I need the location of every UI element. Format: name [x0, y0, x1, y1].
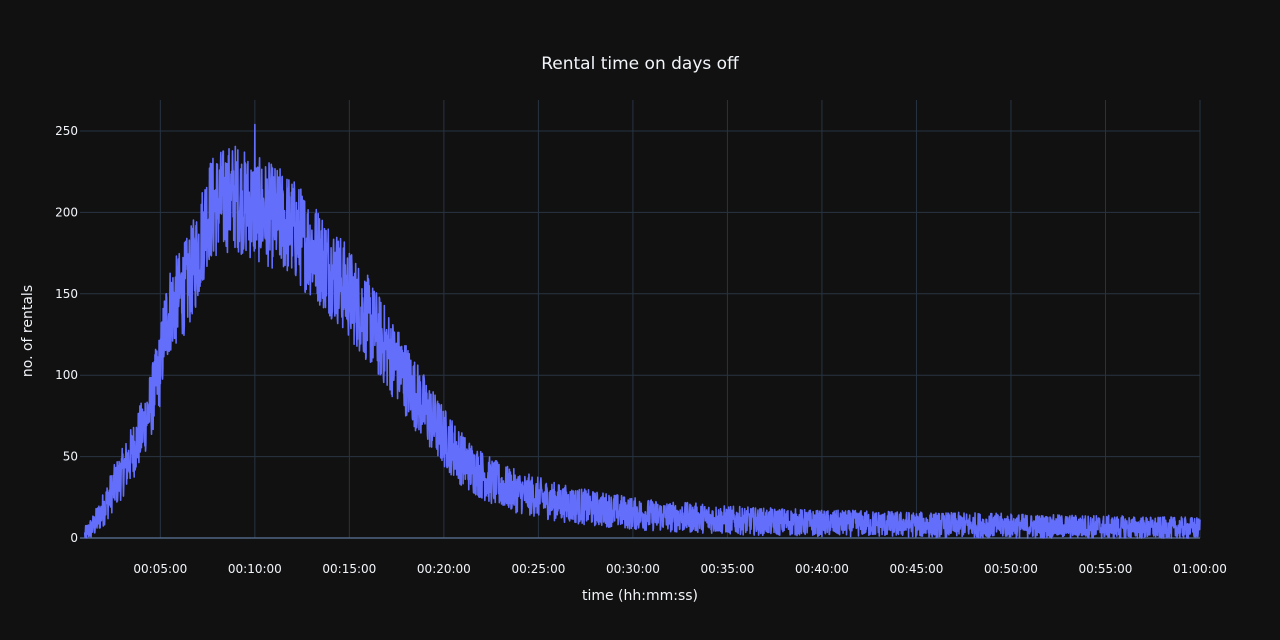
y-tick-label: 50	[63, 450, 78, 464]
x-tick-label: 00:10:00	[228, 562, 282, 576]
y-tick-label: 200	[55, 205, 78, 219]
x-tick-label: 01:00:00	[1173, 562, 1227, 576]
x-tick-label: 00:50:00	[984, 562, 1038, 576]
chart-title: Rental time on days off	[541, 54, 740, 74]
x-tick-label: 00:55:00	[1079, 562, 1133, 576]
series-line-0	[83, 123, 1201, 539]
y-axis-title: no. of rentals	[20, 285, 36, 377]
series-layer	[83, 123, 1201, 539]
x-tick-label: 00:30:00	[606, 562, 660, 576]
tick-layer: 0 50 100 150 200 250 00:05:00 00:10:00 00:15:00 0…	[55, 124, 1227, 576]
x-tick-label: 00:25:00	[511, 562, 565, 576]
y-tick-label: 150	[55, 287, 78, 301]
x-tick-label: 00:40:00	[795, 562, 849, 576]
grid-layer	[80, 100, 1201, 539]
y-tick-label: 100	[55, 368, 78, 382]
x-tick-label: 00:45:00	[890, 562, 944, 576]
y-tick-label: 250	[55, 124, 78, 138]
x-tick-label: 00:05:00	[133, 562, 187, 576]
x-axis-title: time (hh:mm:ss)	[582, 588, 698, 604]
x-tick-label: 00:20:00	[417, 562, 471, 576]
x-tick-label: 00:15:00	[322, 562, 376, 576]
x-tick-label: 00:35:00	[700, 562, 754, 576]
y-tick-label: 0	[70, 531, 78, 545]
